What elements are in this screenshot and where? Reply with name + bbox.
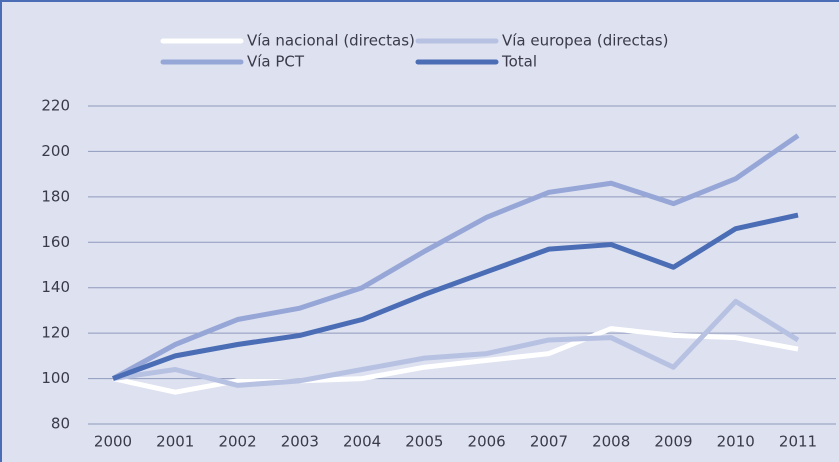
legend-label: Total	[501, 53, 537, 71]
line	[111, 133, 800, 381]
x-tick-label: 2003	[281, 433, 319, 451]
y-tick-label: 220	[41, 97, 70, 115]
y-tick-label: 180	[41, 187, 70, 205]
line	[112, 212, 799, 381]
x-tick-label: 2001	[156, 433, 194, 451]
legend-label: Vía PCT	[247, 53, 305, 71]
line	[112, 298, 800, 388]
x-tick-label: 2004	[343, 433, 381, 451]
x-tick-label: 2009	[654, 433, 692, 451]
x-tick-label: 2008	[592, 433, 630, 451]
y-tick-label: 120	[41, 324, 70, 342]
x-tick-label: 2011	[779, 433, 817, 451]
x-tick-label: 2007	[530, 433, 568, 451]
y-tick-label: 200	[41, 142, 70, 160]
y-tick-label: 100	[41, 369, 70, 387]
x-tick-label: 2000	[94, 433, 132, 451]
x-tick-label: 2002	[218, 433, 256, 451]
x-tick-label: 2006	[468, 433, 506, 451]
legend-label: Vía nacional (directas)	[247, 32, 415, 50]
y-tick-label: 160	[41, 233, 70, 251]
x-tick-label: 2010	[717, 433, 755, 451]
y-tick-label: 140	[41, 278, 70, 296]
x-tick-label: 2005	[405, 433, 443, 451]
legend-label: Vía europea (directas)	[502, 32, 668, 50]
y-tick-label: 80	[51, 415, 70, 433]
